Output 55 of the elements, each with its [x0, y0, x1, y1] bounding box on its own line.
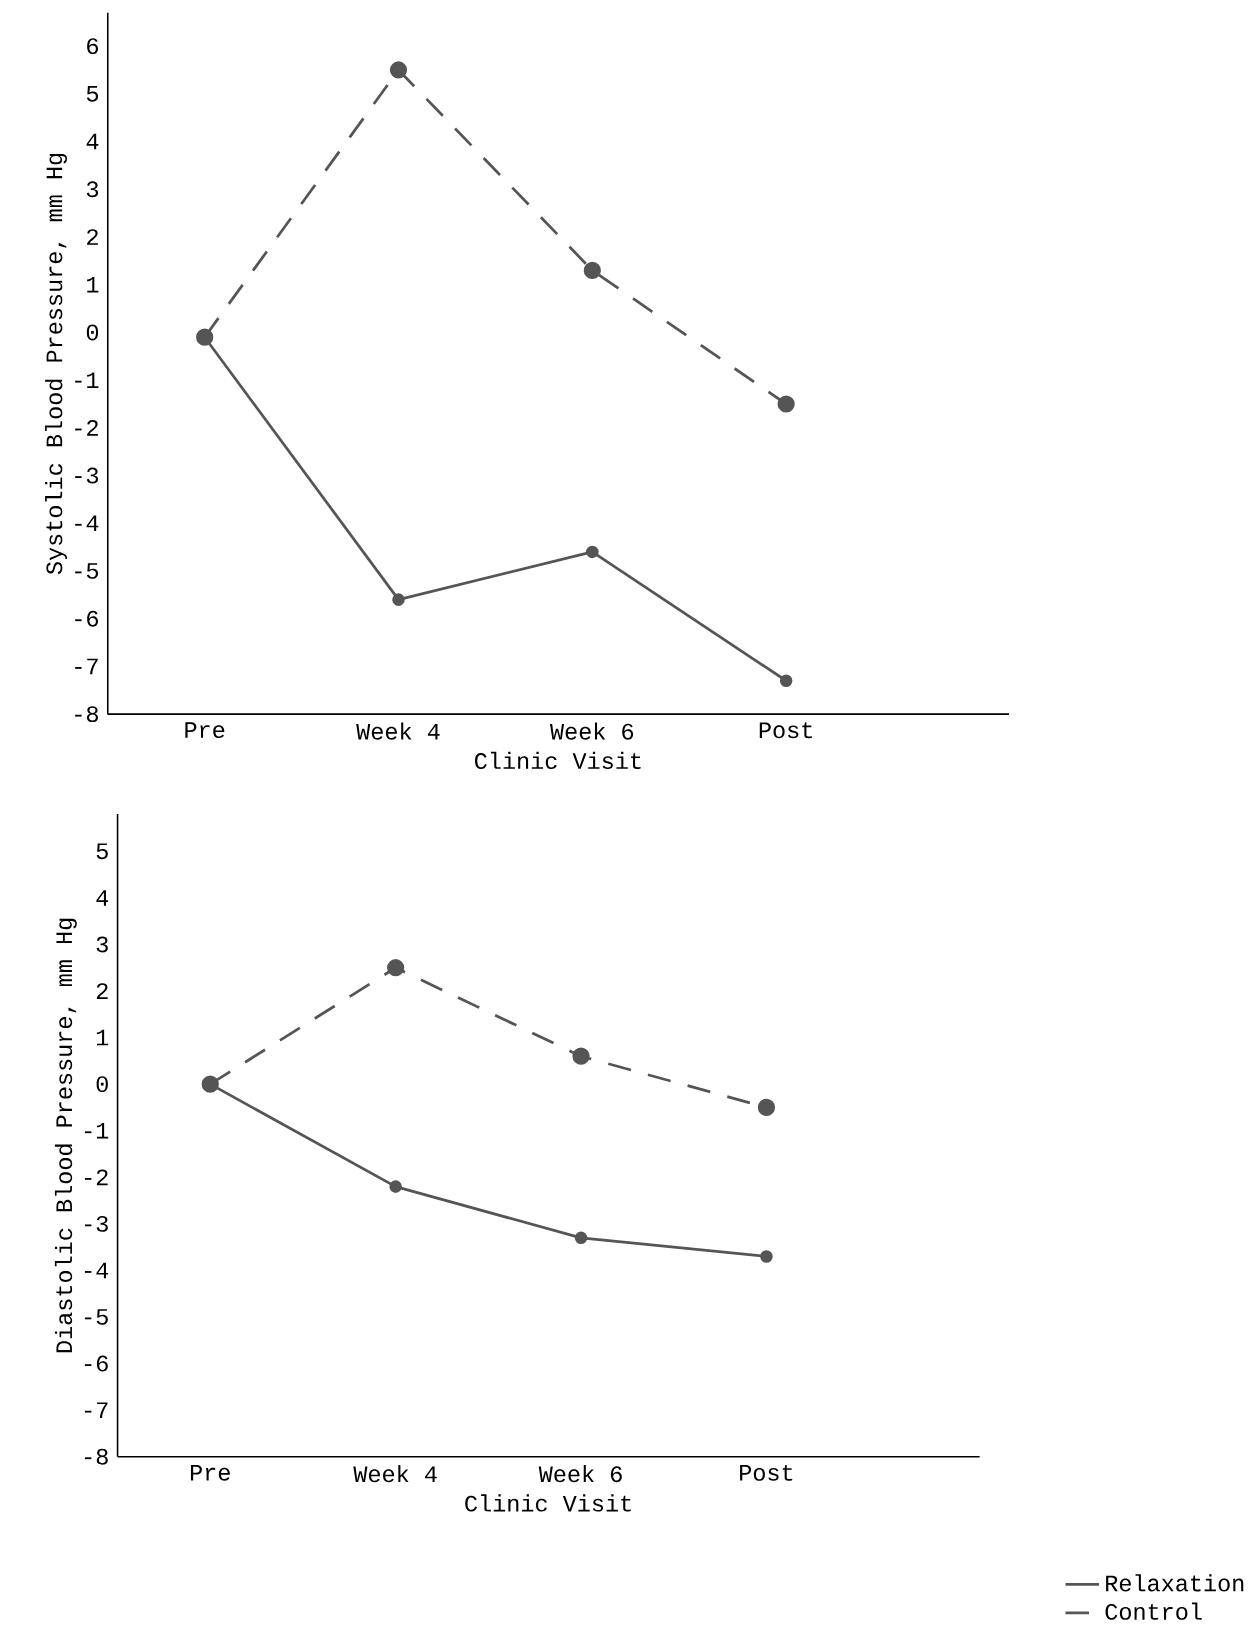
x-axis-title: Clinic Visit: [474, 751, 641, 770]
y-tick-label: -7: [75, 658, 98, 675]
x-tick-label: Pre: [185, 722, 225, 739]
y-tick-label: -8: [75, 706, 98, 723]
y-tick-label: -2: [75, 419, 98, 436]
point: [757, 1098, 776, 1117]
point: [777, 395, 795, 413]
point: [779, 674, 793, 688]
point: [760, 1250, 773, 1263]
x-tick-label: Week 6: [538, 1464, 622, 1483]
y-tick-label: -1: [75, 372, 99, 388]
legend-label: Relaxation: [1106, 1574, 1244, 1592]
y-tick-label: -5: [84, 1309, 108, 1325]
y-tick-label: 1: [96, 1029, 109, 1046]
y-tick-label: 1: [87, 276, 99, 293]
y-tick-label: 3: [86, 181, 99, 198]
point: [389, 1180, 402, 1193]
y-tick-label: -1: [84, 1122, 109, 1139]
y-tick-label: -5: [75, 563, 98, 579]
y-tick-label: 4: [96, 890, 109, 906]
point: [392, 593, 405, 606]
point: [583, 261, 601, 280]
point: [572, 1047, 590, 1065]
y-tick-label: -2: [84, 1169, 108, 1186]
x-axis-title: Clinic Visit: [465, 1494, 631, 1512]
y-tick-label: -6: [84, 1355, 108, 1372]
y-tick-label: 2: [96, 983, 108, 999]
y-tick-label: 2: [87, 229, 98, 245]
legend-label: Control: [1105, 1602, 1202, 1620]
point: [574, 1231, 588, 1245]
y-tick-label: 5: [96, 843, 108, 860]
y-tick-label: -7: [84, 1402, 108, 1418]
x-tick-label: Week 4: [356, 722, 440, 740]
y-tick-label: 4: [86, 133, 99, 150]
x-tick-label: Post: [759, 722, 812, 739]
y-tick-label: -3: [75, 467, 98, 484]
point: [586, 545, 599, 559]
y-tick-label: -3: [84, 1215, 108, 1232]
y-tick-label: 3: [96, 936, 108, 953]
y-axis-title: Diastolic Blood Pressure, mm Hg: [54, 918, 77, 1353]
y-tick-label: 0: [96, 1076, 108, 1093]
x-tick-label: Pre: [190, 1464, 230, 1481]
y-tick-label: -4: [75, 515, 99, 532]
y-axis-title: Systolic Blood Pressure, mm Hg: [45, 153, 67, 575]
x-tick-label: Week 4: [353, 1464, 437, 1483]
y-tick-label: -6: [75, 610, 98, 627]
x-tick-label: Post: [740, 1464, 793, 1481]
x-tick-label: Week 6: [549, 722, 634, 740]
y-tick-label: -8: [84, 1448, 108, 1465]
y-tick-label: 6: [87, 38, 98, 55]
y-tick-label: 0: [86, 324, 99, 341]
y-tick-label: -4: [84, 1262, 109, 1279]
point: [389, 61, 408, 79]
y-tick-label: 5: [86, 86, 99, 102]
point: [386, 959, 405, 977]
